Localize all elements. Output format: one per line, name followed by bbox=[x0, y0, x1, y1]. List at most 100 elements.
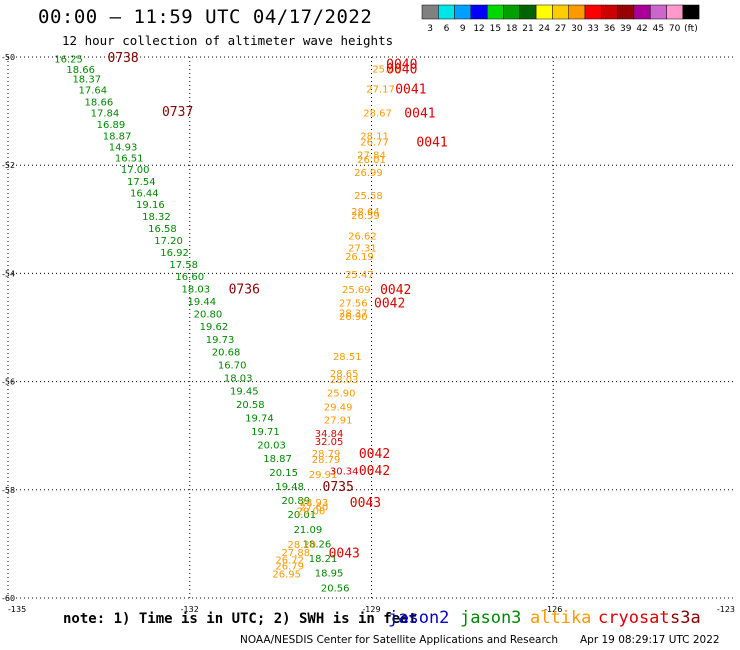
swh-value-jason3: 19.71 bbox=[251, 427, 280, 438]
y-tick-label: -52 bbox=[2, 161, 15, 170]
swh-value-jason3: 14.93 bbox=[109, 142, 138, 153]
legend-tick-label: 70 bbox=[669, 24, 681, 34]
page-title: 00:00 — 11:59 UTC 04/17/2022 bbox=[38, 6, 373, 28]
swh-value-jason3: 18.03 bbox=[224, 373, 253, 384]
chart-marks: 16.2518.6618.3717.6418.6617.8416.8918.87… bbox=[54, 55, 401, 595]
swh-value-jason3: 19.73 bbox=[206, 335, 235, 346]
swh-value-jason3: 16.60 bbox=[175, 272, 204, 283]
y-tick-label: -60 bbox=[2, 594, 15, 603]
legend-swatch bbox=[682, 4, 700, 20]
swh-value-altika: 27.60 bbox=[300, 503, 329, 514]
legend-tick-label: 27 bbox=[555, 24, 566, 34]
legend-swatch bbox=[649, 4, 667, 20]
swh-value-jason3: 18.87 bbox=[263, 454, 292, 465]
swh-value-altika: 25.90 bbox=[327, 388, 356, 399]
legend-tick-label: 30 bbox=[571, 24, 583, 34]
swh-value-altika: 26.62 bbox=[348, 232, 377, 243]
swh-value-altika: 28.93 bbox=[300, 498, 329, 509]
pass-time-label: 0736 bbox=[229, 283, 260, 298]
swh-value-cryosat: 32.05 bbox=[315, 437, 344, 448]
swh-value-jason3: 17.54 bbox=[127, 177, 156, 188]
x-tick-label: -123 bbox=[717, 605, 735, 614]
legend-mission-cryosat: cryosat bbox=[598, 608, 670, 628]
legend-swatch bbox=[454, 4, 472, 20]
swh-value-jason3: 20.15 bbox=[269, 468, 298, 479]
legend-tick-label: 6 bbox=[444, 24, 450, 34]
swh-value-altika: 26.99 bbox=[354, 168, 383, 179]
swh-value-jason3: 17.20 bbox=[154, 236, 183, 247]
legend-mission-altika: altika bbox=[530, 608, 592, 628]
swh-value-jason3: 18.03 bbox=[181, 285, 210, 296]
color-scale-legend: 3 6 9 12 15 18 21 24 27 30 33 36 39 42 45 70 (ft) bbox=[421, 4, 700, 34]
legend-mission-jason3: jason3 bbox=[460, 608, 522, 628]
swh-value-altika: 28.65 bbox=[330, 369, 359, 380]
swh-value-altika: 25.58 bbox=[354, 191, 383, 202]
swh-value-altika: 29.91 bbox=[309, 470, 338, 481]
chart-axes: -50 -52 -54 -56 -58 -60 -135 -132 -129 -126 -123 bbox=[2, 53, 735, 614]
legend-tick-label: 12 bbox=[473, 24, 484, 34]
legend-swatch bbox=[519, 4, 537, 20]
pass-time-label: 0040 bbox=[386, 62, 417, 77]
pass-time-label: 0738 bbox=[107, 51, 138, 66]
x-tick-label: -126 bbox=[544, 605, 562, 614]
swh-value-altika: 27.91 bbox=[324, 415, 353, 426]
legend-swatch bbox=[601, 4, 618, 20]
pass-time-label: 0041 bbox=[416, 135, 447, 150]
legend-tick-label: (ft) bbox=[684, 24, 698, 34]
swh-value-jason3: 20.58 bbox=[236, 400, 265, 411]
swh-value-jason3: 20.80 bbox=[194, 309, 223, 320]
y-tick-label: -50 bbox=[2, 53, 15, 62]
swh-value-jason3: 19.74 bbox=[245, 413, 274, 424]
legend-tick-label: 36 bbox=[604, 24, 616, 34]
swh-value-jason3: 17.58 bbox=[169, 260, 198, 271]
swh-value-cryosat: 30.34 bbox=[330, 466, 359, 477]
swh-value-altika: 26.95 bbox=[272, 570, 301, 581]
swh-value-altika: 28.79 bbox=[312, 455, 341, 466]
swh-value-jason3: 18.95 bbox=[315, 569, 344, 580]
swh-value-jason3: 18.66 bbox=[85, 97, 114, 108]
x-tick-label: -132 bbox=[181, 605, 199, 614]
swh-value-jason3: 16.70 bbox=[218, 360, 247, 371]
legend-swatch bbox=[617, 4, 635, 20]
legend-mission-jason2: jason2 bbox=[388, 608, 450, 628]
swh-value-cryosat: 34.84 bbox=[315, 429, 344, 440]
legend-swatch bbox=[470, 4, 488, 20]
swh-value-altika: 26.72 bbox=[275, 556, 304, 567]
pass-time-label: 0042 bbox=[359, 447, 390, 462]
legend-swatch bbox=[438, 4, 455, 20]
swh-value-altika: 28.20 bbox=[288, 540, 317, 551]
legend-tick-label: 39 bbox=[620, 24, 632, 34]
legend-swatch bbox=[552, 4, 569, 20]
pass-time-label: 0041 bbox=[395, 82, 426, 97]
swh-value-jason3: 20.03 bbox=[257, 440, 286, 451]
swh-value-jason3: 18.66 bbox=[66, 65, 95, 76]
swh-value-jason3: 17.84 bbox=[91, 109, 120, 120]
swh-value-jason3: 17.00 bbox=[121, 165, 150, 176]
legend-tick-label: 24 bbox=[539, 24, 551, 34]
swh-value-altika: 27.17 bbox=[366, 84, 395, 95]
swh-value-altika: 25.66 bbox=[372, 64, 401, 75]
swh-value-jason3: 18.32 bbox=[142, 212, 171, 223]
swh-value-jason3: 20.56 bbox=[321, 584, 350, 595]
swh-value-jason3: 19.44 bbox=[188, 297, 217, 308]
y-tick-label: -58 bbox=[2, 486, 15, 495]
swh-value-jason3: 19.48 bbox=[275, 482, 304, 493]
swh-value-jason3: 18.21 bbox=[309, 554, 338, 565]
legend-tick-label: 33 bbox=[587, 24, 598, 34]
legend-swatch bbox=[486, 4, 504, 20]
swh-value-altika: 29.06 bbox=[297, 506, 326, 517]
swh-value-jason3: 19.45 bbox=[230, 386, 259, 397]
page-subtitle: 12 hour collection of altimeter wave hei… bbox=[62, 33, 394, 48]
swh-value-jason3: 18.37 bbox=[72, 75, 101, 86]
swh-value-altika: 26.01 bbox=[357, 155, 386, 166]
swh-value-jason3: 20.01 bbox=[288, 510, 317, 521]
pass-time-label: 0043 bbox=[329, 547, 360, 562]
swh-value-altika: 28.67 bbox=[363, 109, 392, 120]
pass-time-label: 0041 bbox=[404, 107, 435, 122]
footnote: note: 1) Time is in UTC; 2) SWH is in fe… bbox=[63, 611, 418, 627]
swh-value-altika: 28.51 bbox=[333, 352, 362, 363]
swh-value-jason3: 16.44 bbox=[130, 188, 159, 199]
x-tick-label: -135 bbox=[8, 605, 26, 614]
generated-timestamp: Apr 19 08:29:17 UTC 2022 bbox=[580, 634, 720, 646]
